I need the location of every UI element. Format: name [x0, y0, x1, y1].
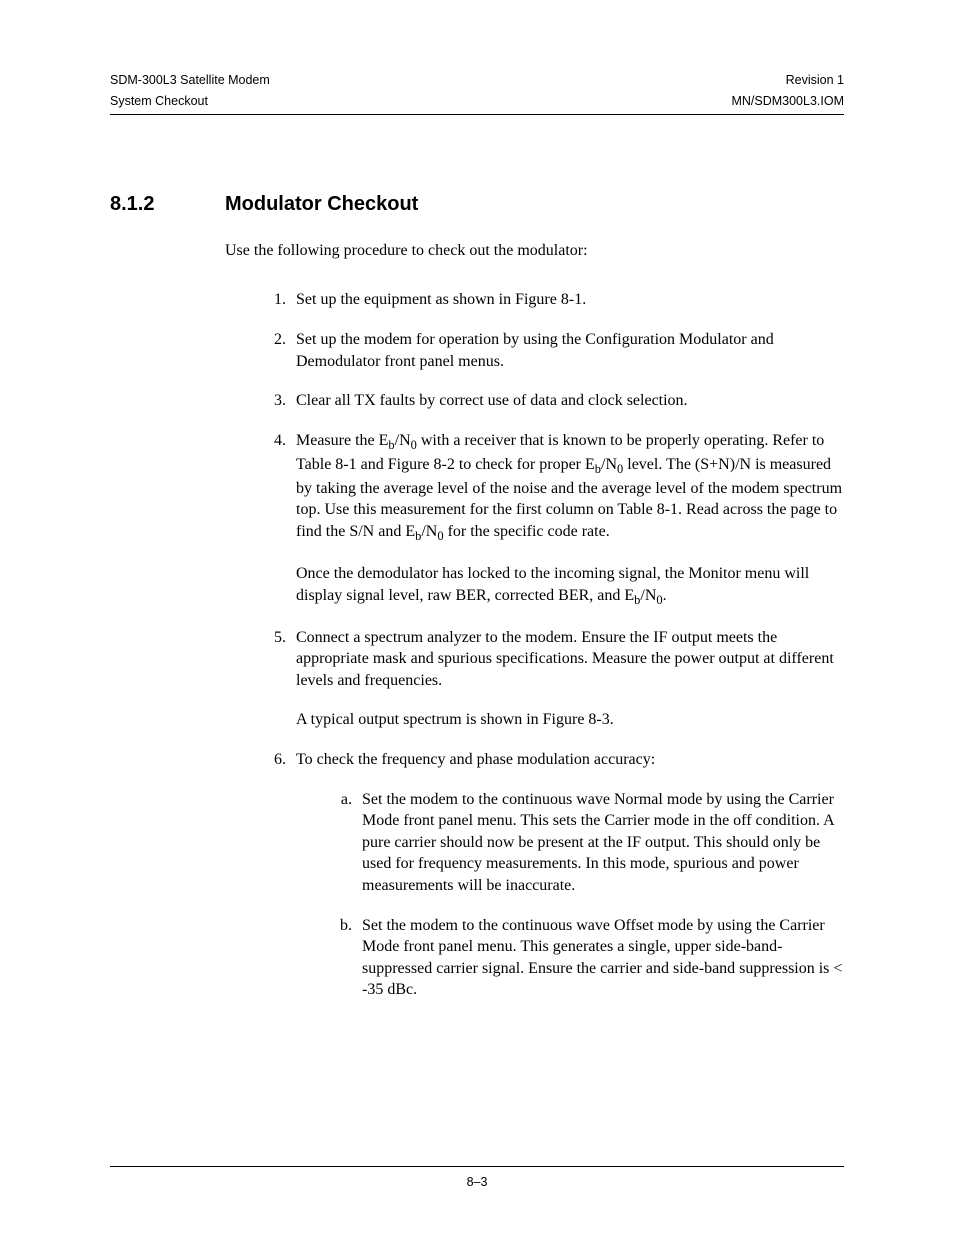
- step-6b: Set the modem to the continuous wave Off…: [356, 915, 844, 1001]
- header-right-2: MN/SDM300L3.IOM: [731, 93, 844, 110]
- step-4: Measure the Eb/N0 with a receiver that i…: [290, 430, 844, 609]
- page-number: 8–3: [467, 1175, 488, 1189]
- step-2-text: Set up the modem for operation by using …: [296, 331, 774, 370]
- step-5-text: Connect a spectrum analyzer to the modem…: [296, 629, 834, 689]
- step-4-para-2: Once the demodulator has locked to the i…: [296, 563, 844, 609]
- procedure-list: Set up the equipment as shown in Figure …: [262, 289, 844, 1001]
- step-1-text: Set up the equipment as shown in Figure …: [296, 291, 586, 308]
- step-4-text: Measure the Eb/N0 with a receiver that i…: [296, 432, 842, 540]
- section-title: Modulator Checkout: [225, 193, 418, 216]
- header-divider: [110, 114, 844, 115]
- page-header: SDM-300L3 Satellite Modem Revision 1: [110, 72, 844, 89]
- page-header-2: System Checkout MN/SDM300L3.IOM: [110, 93, 844, 110]
- step-6a: Set the modem to the continuous wave Nor…: [356, 789, 844, 897]
- step-6: To check the frequency and phase modulat…: [290, 749, 844, 1001]
- step-3-text: Clear all TX faults by correct use of da…: [296, 392, 688, 409]
- step-6-text: To check the frequency and phase modulat…: [296, 751, 655, 768]
- step-3: Clear all TX faults by correct use of da…: [290, 390, 844, 412]
- step-2: Set up the modem for operation by using …: [290, 329, 844, 372]
- page-footer: 8–3: [110, 1166, 844, 1191]
- step-6b-text: Set the modem to the continuous wave Off…: [362, 917, 842, 999]
- header-left-2: System Checkout: [110, 93, 208, 110]
- step-6a-text: Set the modem to the continuous wave Nor…: [362, 791, 834, 894]
- footer-divider: [110, 1166, 844, 1167]
- step-6-sublist: Set the modem to the continuous wave Nor…: [328, 789, 844, 1001]
- step-5-para-2: A typical output spectrum is shown in Fi…: [296, 709, 844, 731]
- intro-text: Use the following procedure to check out…: [225, 240, 844, 262]
- header-left-1: SDM-300L3 Satellite Modem: [110, 72, 270, 89]
- section-heading: 8.1.2 Modulator Checkout: [110, 193, 844, 216]
- step-1: Set up the equipment as shown in Figure …: [290, 289, 844, 311]
- section-number: 8.1.2: [110, 193, 225, 216]
- header-right-1: Revision 1: [786, 72, 844, 89]
- step-5: Connect a spectrum analyzer to the modem…: [290, 627, 844, 731]
